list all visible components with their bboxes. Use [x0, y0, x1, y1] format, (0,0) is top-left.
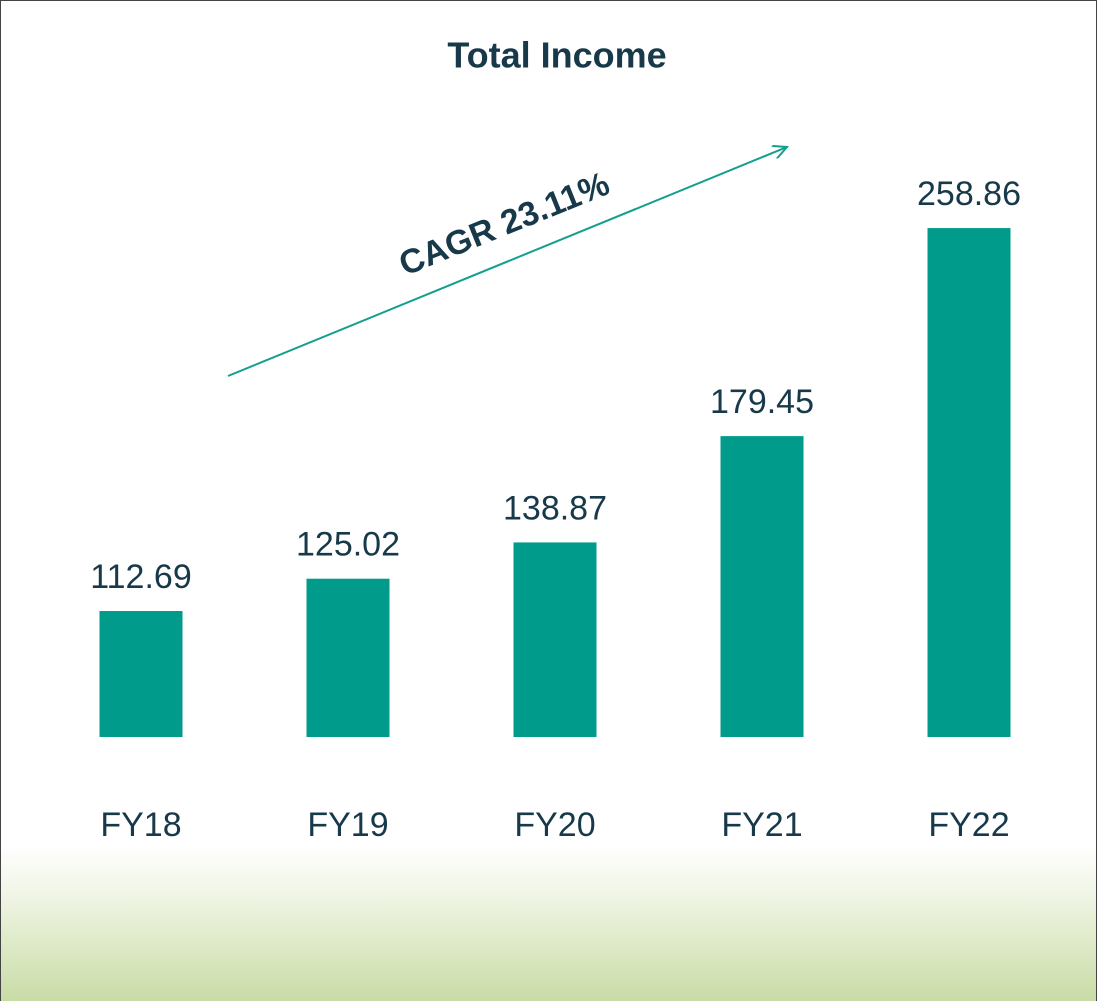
x-tick-label: FY18: [100, 806, 181, 844]
x-tick-label: FY21: [721, 806, 802, 844]
x-tick-label: FY19: [307, 806, 388, 844]
data-label: 179.45: [710, 383, 814, 421]
bar: [927, 228, 1011, 737]
bar: [99, 611, 183, 737]
bar: [306, 578, 390, 737]
background-gradient: [0, 845, 1097, 1001]
data-label: 112.69: [90, 558, 191, 596]
data-label: 138.87: [503, 489, 607, 527]
chart-title: Total Income: [447, 35, 666, 76]
cagr-arrow: [227, 147, 787, 377]
bar: [513, 542, 597, 737]
x-tick-label: FY20: [514, 806, 595, 844]
data-label: 258.86: [917, 175, 1021, 213]
data-label: 125.02: [296, 526, 400, 564]
bar: [720, 436, 804, 737]
x-tick-label: FY22: [928, 806, 1009, 844]
